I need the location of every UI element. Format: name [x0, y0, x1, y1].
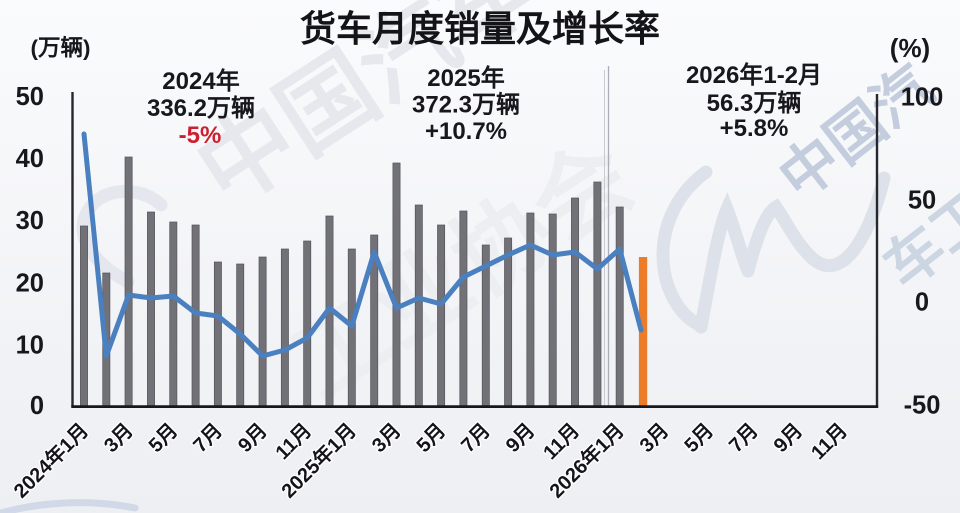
svg-text:7月: 7月 [189, 419, 227, 457]
svg-text:40: 40 [16, 145, 44, 173]
svg-text:3月: 3月 [368, 419, 406, 457]
svg-text:2024年: 2024年 [162, 67, 239, 95]
svg-text:5月: 5月 [680, 419, 718, 457]
svg-text:9月: 9月 [770, 419, 808, 457]
svg-text:10: 10 [16, 331, 44, 359]
svg-text:2024年1月: 2024年1月 [8, 418, 93, 503]
svg-text:+5.8%: +5.8% [720, 115, 789, 142]
svg-text:336.2万辆: 336.2万辆 [147, 95, 255, 122]
svg-text:3月: 3月 [100, 419, 138, 457]
svg-text:-5%: -5% [179, 122, 222, 149]
svg-text:100: 100 [901, 84, 944, 112]
svg-text:2025年: 2025年 [427, 64, 504, 92]
svg-text:56.3万辆: 56.3万辆 [707, 90, 802, 117]
svg-text:5月: 5月 [413, 419, 451, 457]
svg-text:11月: 11月 [807, 419, 852, 464]
svg-text:7月: 7月 [457, 419, 495, 457]
svg-text:30: 30 [16, 207, 44, 235]
svg-text:货车月度销量及增长率: 货车月度销量及增长率 [300, 8, 660, 49]
svg-text:372.3万辆: 372.3万辆 [412, 92, 520, 119]
svg-text:2026年1-2月: 2026年1-2月 [686, 61, 822, 89]
svg-text:7月: 7月 [725, 419, 763, 457]
svg-text:9月: 9月 [234, 419, 272, 457]
svg-text:50: 50 [16, 83, 44, 111]
svg-text:9月: 9月 [502, 419, 540, 457]
svg-text:0: 0 [30, 392, 44, 420]
svg-text:20: 20 [16, 269, 44, 297]
svg-text:3月: 3月 [636, 419, 674, 457]
svg-text:(万辆): (万辆) [31, 36, 91, 61]
svg-text:5月: 5月 [145, 419, 183, 457]
svg-text:0: 0 [915, 289, 929, 317]
svg-text:50: 50 [908, 187, 936, 215]
svg-text:-50: -50 [904, 392, 941, 420]
svg-text:+10.7%: +10.7% [425, 118, 507, 145]
svg-text:(%): (%) [890, 33, 930, 63]
